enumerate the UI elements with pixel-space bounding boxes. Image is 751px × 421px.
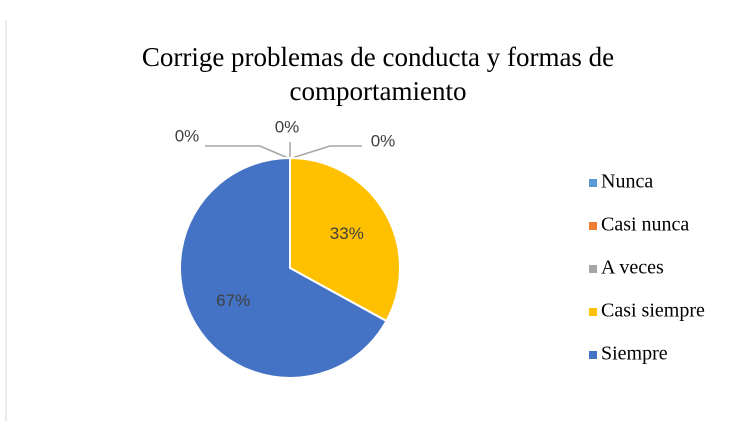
data-label: 0% bbox=[275, 117, 300, 136]
legend-label: Nunca bbox=[601, 171, 653, 193]
data-label: 33% bbox=[330, 224, 364, 243]
legend-swatch bbox=[589, 222, 597, 230]
data-label: 0% bbox=[175, 126, 200, 145]
legend-label: Siempre bbox=[601, 343, 668, 365]
legend-swatch bbox=[589, 308, 597, 316]
legend-label: Casi siempre bbox=[601, 300, 705, 322]
leader-line bbox=[291, 145, 362, 159]
pie-slice bbox=[179, 156, 388, 379]
data-label: 0% bbox=[371, 131, 396, 150]
pie-slice bbox=[289, 156, 401, 323]
legend-swatch bbox=[589, 265, 597, 273]
legend-swatch bbox=[589, 351, 597, 359]
legend-label: Casi nunca bbox=[601, 214, 689, 236]
data-label: 67% bbox=[216, 291, 250, 310]
leader-line bbox=[205, 145, 289, 159]
legend-label: A veces bbox=[601, 257, 664, 279]
legend-swatch bbox=[589, 179, 597, 187]
chart-title: Corrige problemas de conducta y formas d… bbox=[141, 42, 615, 106]
